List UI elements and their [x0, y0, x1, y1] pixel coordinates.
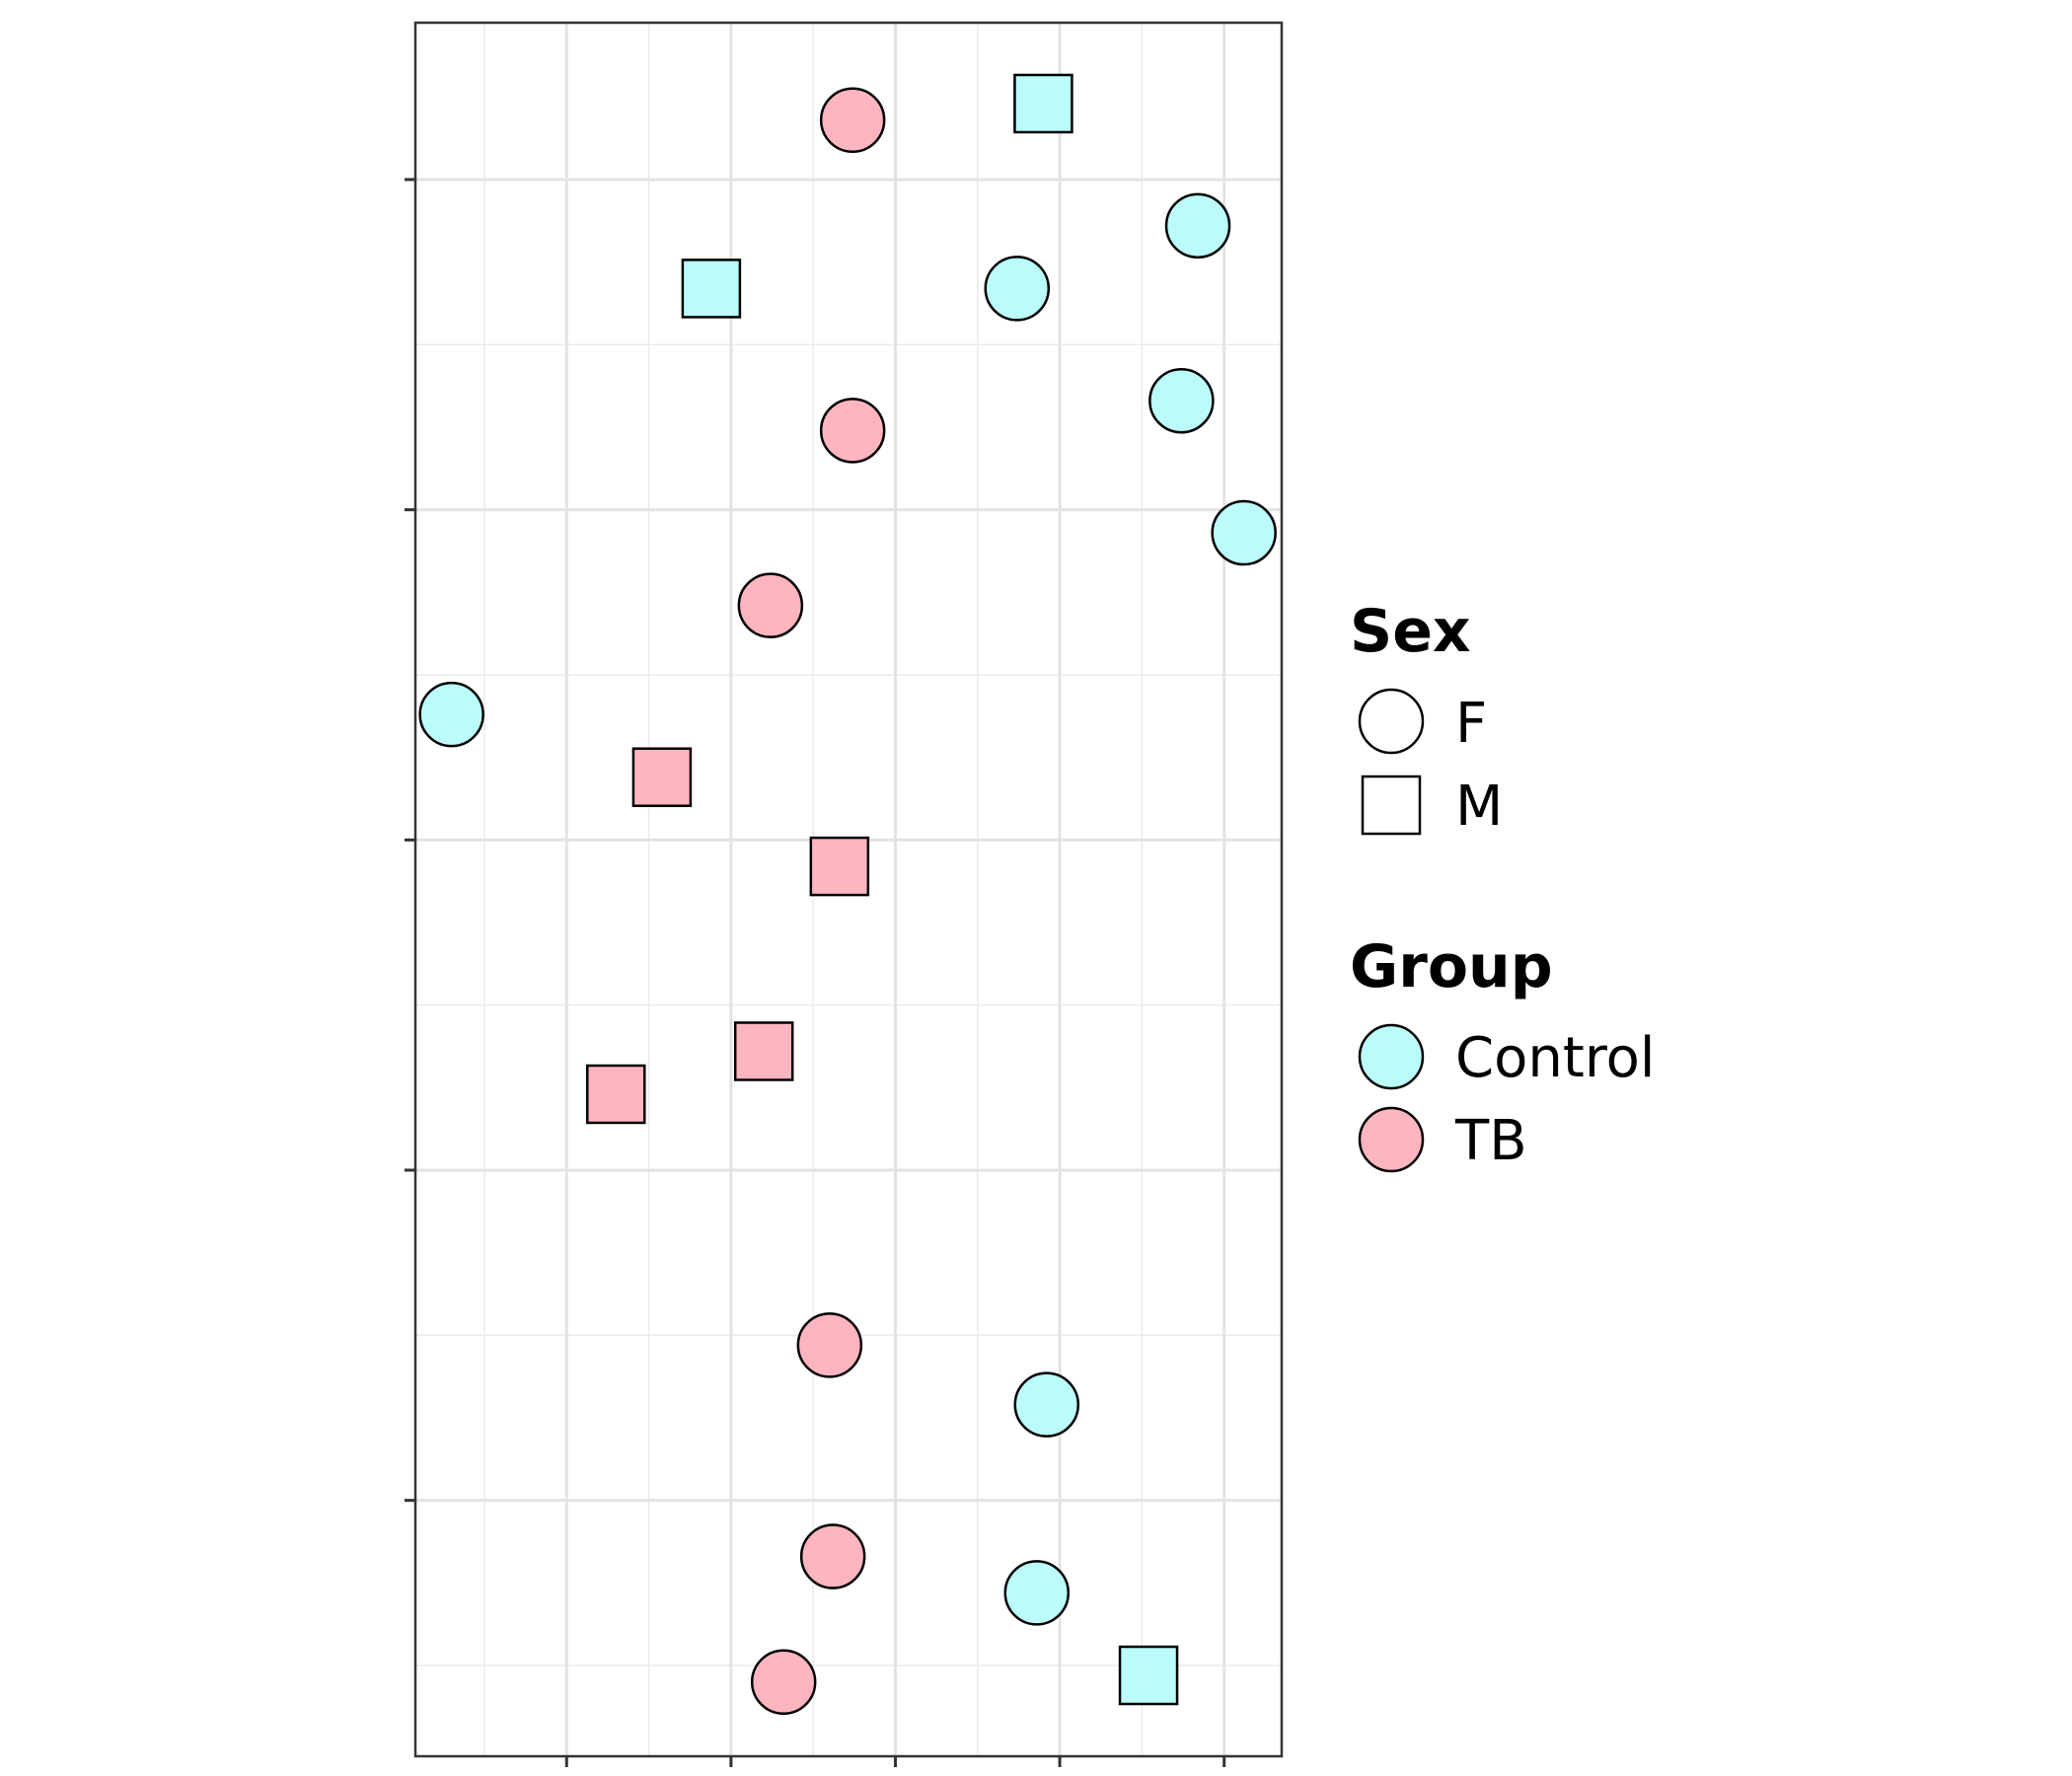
point-tb-1 [819, 398, 886, 464]
point-control-2 [984, 256, 1051, 322]
point-control-4 [1148, 367, 1215, 434]
point-tb-4 [809, 836, 870, 897]
point-control-3 [681, 259, 742, 319]
point-control-0 [1013, 73, 1073, 134]
point-control-6 [418, 681, 484, 748]
point-tb-6 [586, 1064, 646, 1125]
point-tb-8 [799, 1523, 866, 1590]
legend: Sex F M Group Control TB [1350, 597, 1655, 1173]
grid-major [415, 23, 1282, 1756]
point-control-5 [1211, 499, 1277, 566]
point-control-9 [1118, 1645, 1179, 1706]
point-tb-5 [733, 1021, 794, 1081]
axis-ticks [405, 178, 1226, 1767]
legend-label-tb: TB [1454, 1109, 1527, 1173]
legend-sex: Sex F M [1350, 597, 1503, 839]
panel-border [413, 21, 1284, 1758]
point-control-8 [1003, 1560, 1071, 1626]
legend-sex-title: Sex [1350, 597, 1471, 666]
point-control-1 [1164, 192, 1231, 259]
point-tb-2 [737, 572, 804, 638]
legend-group-title: Group [1350, 932, 1553, 1001]
legend-key-circle [1358, 688, 1425, 755]
point-tb-9 [750, 1649, 817, 1715]
legend-label-f: F [1455, 692, 1487, 756]
point-tb-0 [819, 87, 886, 153]
data-points [418, 73, 1277, 1715]
legend-key-square [1361, 775, 1422, 836]
legend-key-tb [1358, 1106, 1425, 1173]
point-tb-7 [796, 1312, 863, 1378]
point-tb-3 [631, 747, 693, 807]
legend-group: Group Control TB [1350, 932, 1655, 1173]
legend-key-control [1358, 1023, 1425, 1090]
legend-label-m: M [1455, 775, 1503, 839]
legend-label-control: Control [1455, 1026, 1655, 1090]
point-control-7 [1013, 1371, 1080, 1438]
